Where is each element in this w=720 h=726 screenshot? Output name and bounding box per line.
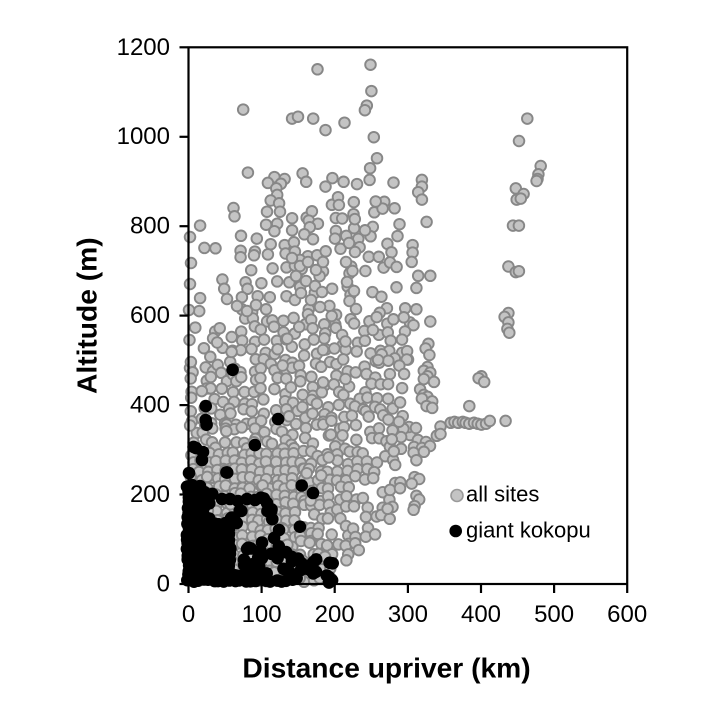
svg-text:Distance upriver (km): Distance upriver (km) (242, 651, 530, 683)
svg-text:1200: 1200 (117, 34, 170, 61)
svg-text:500: 500 (534, 601, 574, 628)
svg-text:800: 800 (130, 213, 170, 240)
svg-text:Altitude (m): Altitude (m) (71, 237, 103, 394)
svg-text:0: 0 (182, 601, 195, 628)
svg-text:600: 600 (130, 302, 170, 329)
svg-text:giant kokopu: giant kokopu (466, 518, 591, 543)
svg-text:600: 600 (607, 601, 647, 628)
svg-text:300: 300 (388, 601, 428, 628)
svg-text:1000: 1000 (117, 123, 170, 150)
svg-text:200: 200 (130, 481, 170, 508)
svg-text:100: 100 (242, 601, 282, 628)
svg-text:400: 400 (461, 601, 501, 628)
svg-text:0: 0 (157, 571, 170, 598)
svg-text:200: 200 (315, 601, 355, 628)
svg-text:all sites: all sites (466, 482, 539, 507)
svg-text:400: 400 (130, 392, 170, 419)
